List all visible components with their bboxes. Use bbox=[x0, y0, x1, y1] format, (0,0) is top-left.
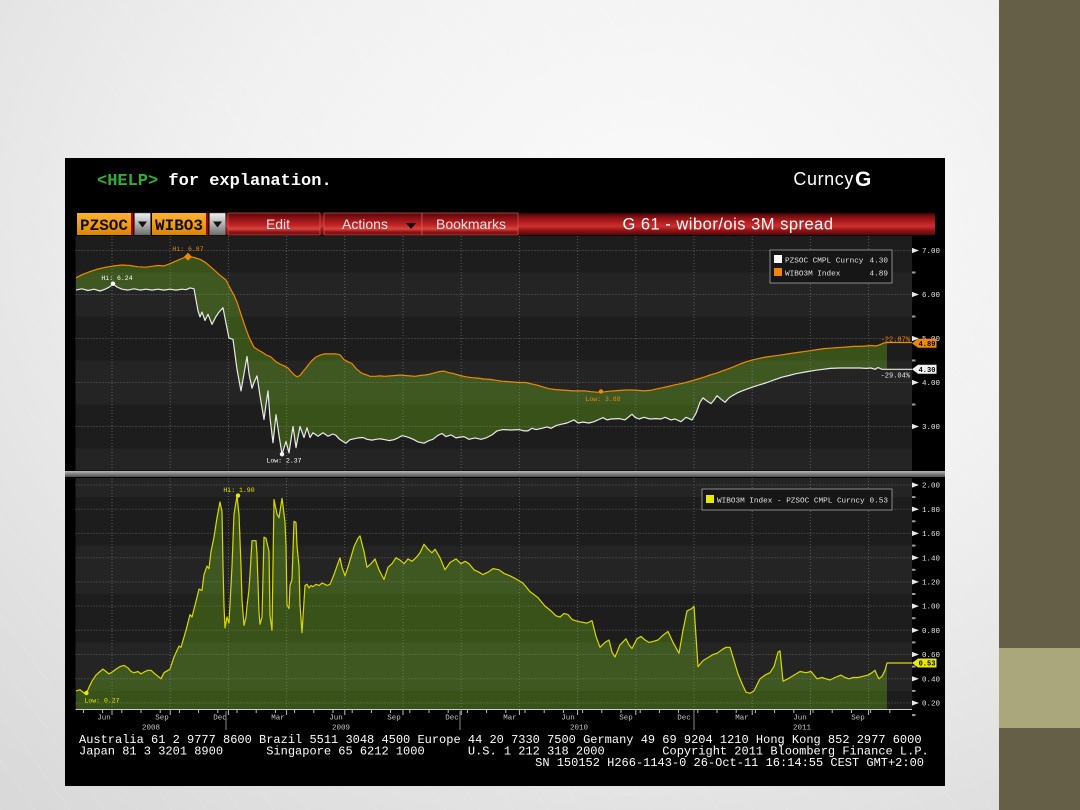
svg-text:2010: 2010 bbox=[570, 725, 589, 733]
svg-text:1.80: 1.80 bbox=[922, 507, 941, 515]
svg-text:Edit: Edit bbox=[266, 216, 290, 232]
svg-text:Mar: Mar bbox=[271, 715, 285, 723]
svg-text:1.40: 1.40 bbox=[922, 555, 941, 563]
svg-text:Low: 0.27: Low: 0.27 bbox=[84, 698, 119, 705]
svg-text:Sep: Sep bbox=[387, 715, 401, 723]
svg-text:Jun: Jun bbox=[329, 715, 343, 723]
svg-text:2008: 2008 bbox=[142, 725, 160, 733]
svg-text:2009: 2009 bbox=[332, 725, 350, 733]
svg-text:7.00: 7.00 bbox=[922, 248, 941, 256]
svg-text:Jun: Jun bbox=[793, 715, 807, 723]
svg-text:Jun: Jun bbox=[97, 715, 111, 723]
svg-text:Dec: Dec bbox=[677, 715, 691, 723]
svg-text:Curncy: Curncy bbox=[793, 169, 854, 189]
svg-text:Australia 61 2 9777 8600 Brazi: Australia 61 2 9777 8600 Brazil 5511 304… bbox=[79, 733, 922, 747]
svg-text:Actions: Actions bbox=[342, 216, 388, 232]
svg-text:0.60: 0.60 bbox=[922, 652, 941, 660]
svg-text:Dec: Dec bbox=[445, 715, 459, 723]
svg-text:0.80: 0.80 bbox=[922, 628, 941, 636]
svg-text:Mar: Mar bbox=[735, 715, 749, 723]
svg-text:0.20: 0.20 bbox=[922, 701, 941, 709]
svg-text:4.89: 4.89 bbox=[919, 341, 936, 349]
svg-text:<HELP> for explanation.: <HELP> for explanation. bbox=[97, 172, 332, 191]
svg-text:Dec: Dec bbox=[213, 715, 227, 723]
svg-text:Mar: Mar bbox=[503, 715, 517, 723]
svg-text:WIBO3M Index - PZSOC CMPL Curn: WIBO3M Index - PZSOC CMPL Curncy bbox=[717, 498, 865, 506]
svg-text:3.00: 3.00 bbox=[922, 424, 941, 432]
svg-text:Sep: Sep bbox=[619, 715, 633, 723]
svg-text:0.53: 0.53 bbox=[870, 498, 889, 506]
svg-text:1.60: 1.60 bbox=[922, 531, 941, 539]
svg-text:4.30: 4.30 bbox=[870, 258, 889, 266]
svg-text:2.00: 2.00 bbox=[922, 483, 941, 491]
svg-text:4.00: 4.00 bbox=[922, 380, 941, 388]
svg-text:0.53: 0.53 bbox=[919, 661, 936, 669]
svg-text:1.00: 1.00 bbox=[922, 604, 941, 612]
svg-text:0.40: 0.40 bbox=[922, 676, 941, 684]
svg-text:-22.87%: -22.87% bbox=[881, 337, 911, 345]
svg-text:Bookmarks: Bookmarks bbox=[436, 216, 506, 232]
svg-text:Hi: 1.90: Hi: 1.90 bbox=[223, 487, 254, 494]
svg-text:SN 150152 H266-1143-0 26-Oct-1: SN 150152 H266-1143-0 26-Oct-11 16:14:55… bbox=[535, 756, 924, 770]
svg-text:Sep: Sep bbox=[851, 715, 865, 723]
svg-text:WIBO3M Index: WIBO3M Index bbox=[785, 271, 841, 279]
svg-text:G: G bbox=[855, 168, 871, 191]
svg-text:Hi: 6.24: Hi: 6.24 bbox=[101, 275, 132, 282]
svg-text:Low: 2.37: Low: 2.37 bbox=[266, 458, 301, 465]
svg-text:WIBO3: WIBO3 bbox=[155, 217, 203, 235]
svg-text:Low: 3.88: Low: 3.88 bbox=[585, 396, 620, 403]
svg-text:4.89: 4.89 bbox=[870, 271, 889, 279]
svg-text:6.00: 6.00 bbox=[922, 292, 941, 300]
svg-text:Hi: 6.87: Hi: 6.87 bbox=[172, 246, 203, 253]
svg-text:PZSOC: PZSOC bbox=[80, 217, 128, 235]
svg-text:4.30: 4.30 bbox=[919, 367, 936, 375]
svg-text:Japan 81 3 3201 8900 Sing: Japan 81 3 3201 8900 Singapore 65 6212 1… bbox=[79, 745, 929, 759]
svg-text:2011: 2011 bbox=[793, 725, 812, 733]
svg-text:PZSOC CMPL Curncy: PZSOC CMPL Curncy bbox=[785, 258, 864, 266]
svg-text:Sep: Sep bbox=[155, 715, 169, 723]
svg-text:-29.04%: -29.04% bbox=[881, 373, 911, 381]
svg-text:G 61 - wibor/ois 3M spread: G 61 - wibor/ois 3M spread bbox=[622, 216, 833, 234]
svg-text:1.20: 1.20 bbox=[922, 580, 941, 588]
svg-text:Jun: Jun bbox=[561, 715, 575, 723]
